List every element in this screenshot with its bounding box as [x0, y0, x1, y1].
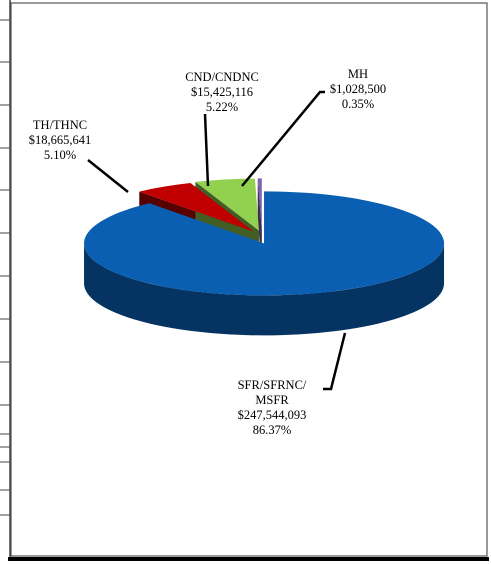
- label-cat: SFR/SFRNC/ MSFR: [237, 378, 307, 407]
- slice: [84, 191, 445, 296]
- slice: [139, 183, 254, 232]
- slice: [195, 178, 259, 231]
- label-pct: 5.22%: [205, 100, 239, 114]
- data-label: SFR/SFRNC/ MSFR $247,544,093 86.37%: [233, 378, 311, 438]
- label-pct: 86.37%: [252, 423, 292, 437]
- label-cat: TH/THNC: [32, 118, 88, 132]
- leader-lines: [87, 90, 347, 391]
- label-cat: MH: [347, 67, 369, 81]
- pie: [84, 178, 445, 336]
- slice: [257, 178, 262, 231]
- label-amt: $18,665,641: [28, 133, 92, 147]
- label-cat: CND/CNDNC: [185, 70, 259, 84]
- label-amt: $1,028,500: [329, 82, 387, 96]
- label-amt: $247,544,093: [237, 408, 307, 422]
- label-pct: 0.35%: [341, 97, 375, 111]
- slice-side: [84, 243, 445, 336]
- label-pct: 5.10%: [43, 148, 77, 162]
- data-label: CND/CNDNC $15,425,116 5.22%: [183, 70, 261, 115]
- label-amt: $15,425,116: [190, 85, 254, 99]
- data-label: TH/THNC $18,665,641 5.10%: [21, 118, 99, 163]
- data-label: MH $1,028,500 0.35%: [319, 67, 397, 112]
